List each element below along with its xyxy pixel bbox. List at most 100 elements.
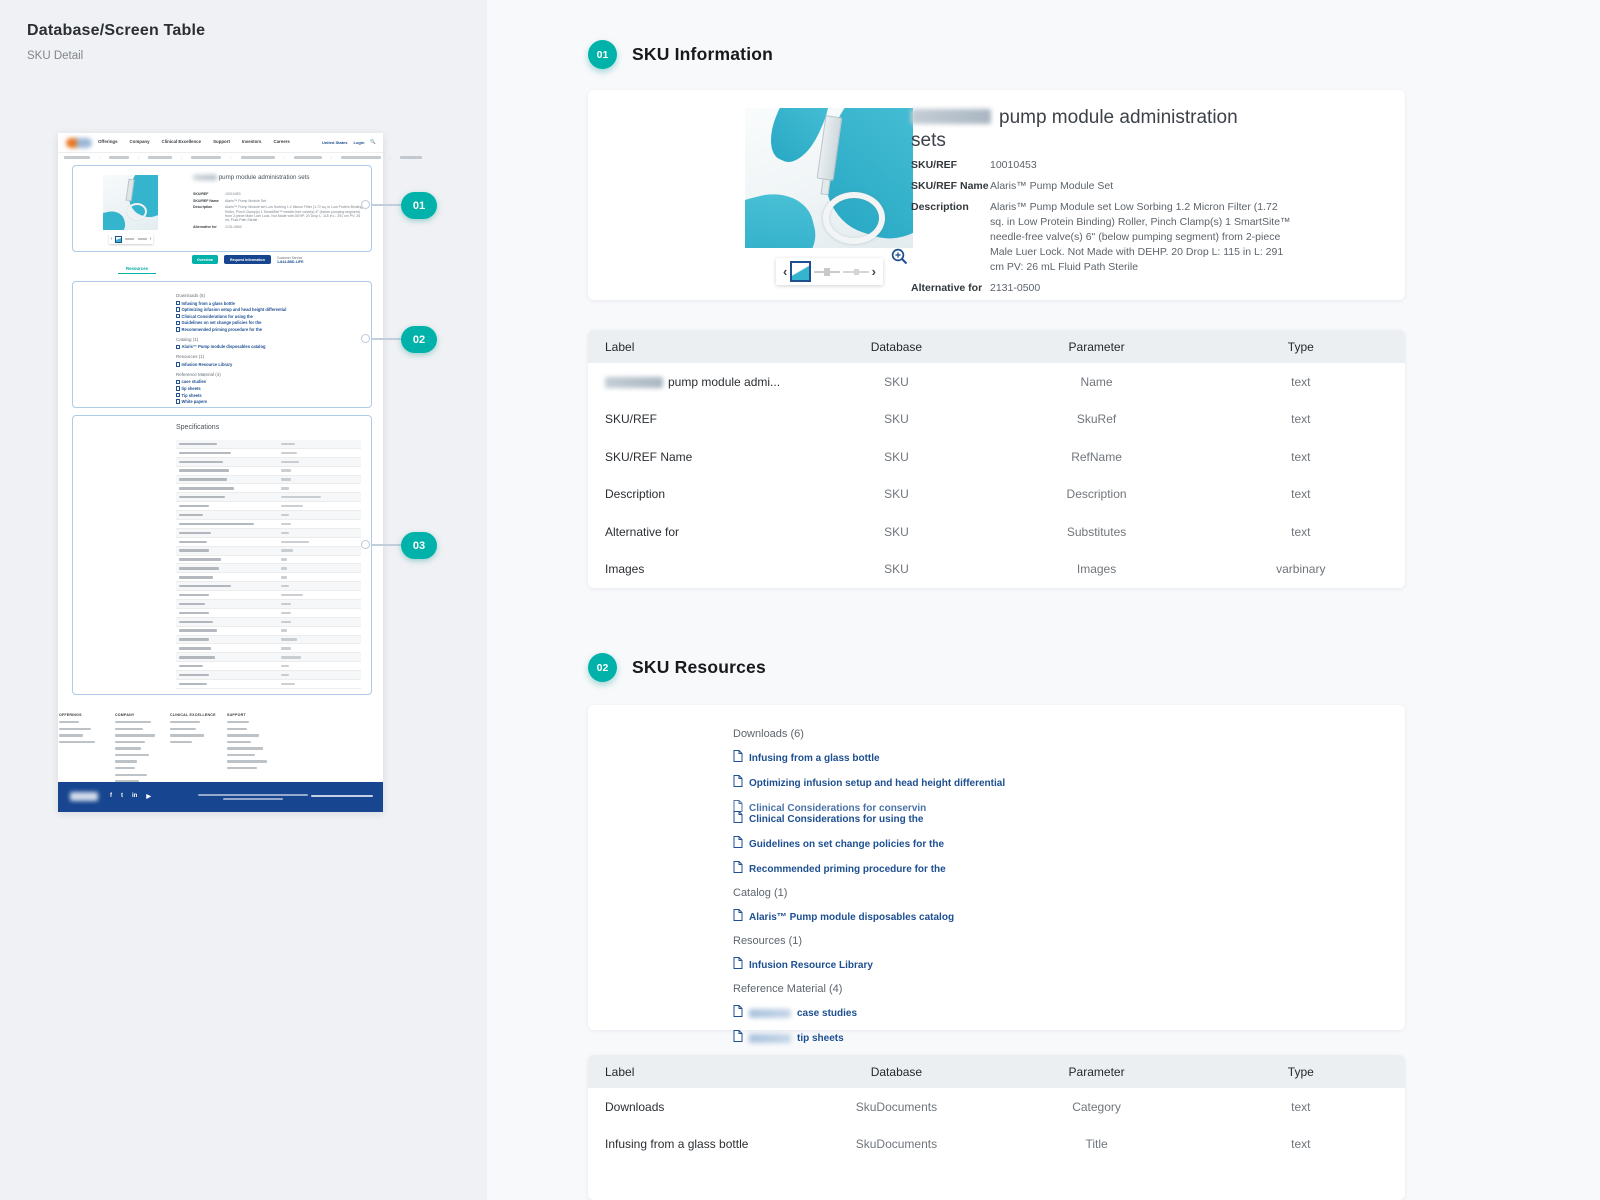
callout-connector-line	[372, 338, 401, 340]
cell-database: SkuDocuments	[855, 1099, 938, 1114]
resource-link-label: case studies	[797, 1007, 858, 1019]
sku-resources-table: Label Database Parameter Type Downloads SkuDo…	[588, 1055, 1405, 1200]
spec-value	[281, 593, 304, 597]
search-icon: 🔍	[370, 139, 376, 144]
mini-nav-item: Clinical Excellence	[161, 139, 202, 144]
resource-link[interactable]: case studies	[733, 1004, 1373, 1022]
mini-product-field: SKU/REF 10010453	[193, 192, 365, 196]
spec-name	[179, 602, 205, 606]
twitter-icon: t	[121, 793, 123, 799]
cell-parameter: SkuRef	[1076, 412, 1117, 427]
mini-spec-row	[176, 520, 361, 529]
resource-link-label: tip sheets	[797, 1032, 844, 1044]
youtube-icon: ▶	[146, 794, 151, 800]
spec-value	[281, 531, 290, 535]
mini-footer-links: OFFERINGS COMPANY CLINICAL EXCELLENCE SUPPO…	[58, 705, 383, 783]
resource-link[interactable]: Alaris™ Pump module disposables catalog	[733, 908, 1373, 926]
mini-section-specifications: Specifications	[72, 415, 372, 695]
document-icon	[176, 379, 180, 385]
callout-badge-02: 02	[401, 326, 437, 353]
cell-type: text	[1291, 487, 1311, 502]
mini-product-field: Alternative for 2131-0500	[193, 225, 365, 229]
document-icon	[176, 399, 180, 404]
spec-value	[281, 638, 298, 641]
field-value: 10010453	[990, 159, 1037, 171]
spec-value	[281, 522, 292, 526]
resource-link-label: Optimizing infusion setup and head heigh…	[749, 777, 1006, 789]
mini-product-field: Description Alaris™ Pump Module set Low S…	[193, 205, 365, 223]
resource-link[interactable]: tip sheets	[733, 1029, 1373, 1047]
resource-link-label: Guidelines on set change policies for th…	[749, 838, 945, 850]
mini-footer-link	[115, 721, 151, 724]
mini-spec-row	[176, 671, 361, 681]
document-icon	[733, 749, 743, 767]
mini-product-title: pump module administration sets	[193, 174, 363, 182]
mini-section-sku-resources: Downloads (6) Infusing from a glass bottl…	[72, 281, 372, 408]
spec-name	[179, 451, 231, 455]
spec-name	[179, 673, 209, 677]
mini-footer-link	[227, 767, 257, 770]
mini-footer-column: SUPPORT	[227, 713, 267, 774]
zoom-in-icon[interactable]	[891, 248, 908, 265]
document-icon	[733, 1004, 743, 1022]
carousel-thumbnail[interactable]	[842, 266, 869, 278]
table-row: Infusing from a glass bottle SkuDocuments…	[588, 1125, 1405, 1163]
sku-information-table: Label Database Parameter Type pump module ad…	[588, 330, 1405, 588]
document-icon	[733, 799, 743, 817]
cell-type: text	[1291, 374, 1311, 389]
resource-link[interactable]: Clinical Considerations for conservin	[733, 799, 1373, 817]
callout-connector-dot	[361, 334, 370, 343]
mini-footer-column: CLINICAL EXCELLENCE	[170, 713, 216, 747]
document-icon	[176, 392, 180, 398]
carousel-thumbnail-selected[interactable]	[790, 261, 812, 282]
resource-link[interactable]: Clinical Considerations for using the	[733, 810, 1373, 828]
spec-name	[179, 558, 221, 561]
field-value: 2131-0500	[225, 225, 242, 229]
mini-spec-row	[176, 653, 361, 663]
resource-link[interactable]: Optimizing infusion setup and head heigh…	[733, 774, 1373, 792]
mini-resource-group-heading: Reference Material (4)	[176, 371, 221, 377]
spec-name	[179, 620, 213, 623]
mini-footer-link	[227, 760, 267, 763]
document-icon	[176, 307, 180, 312]
resource-link[interactable]: Infusion Resource Library	[733, 956, 1373, 974]
cell-type: text	[1291, 1137, 1311, 1152]
spec-value	[281, 549, 294, 552]
cell-database: SkuDocuments	[855, 1137, 938, 1152]
resource-link[interactable]: Recommended priming procedure for the	[733, 860, 1373, 878]
mini-footer-heading: CLINICAL EXCELLENCE	[170, 713, 216, 717]
spec-value	[281, 611, 292, 615]
spec-name	[179, 540, 207, 543]
spec-name	[179, 513, 203, 517]
mini-spec-row	[176, 573, 361, 583]
spec-name	[179, 585, 231, 588]
mini-footer-column: COMPANY	[115, 713, 155, 787]
mini-product-field: SKU/REF Name Alaris™ Pump Module Set	[193, 199, 365, 203]
table-row: Alternative for SKU Substitutes text	[588, 513, 1405, 551]
cell-parameter: Category	[1072, 1099, 1121, 1114]
mini-spec-row	[176, 680, 361, 689]
cell-parameter: Substitutes	[1066, 524, 1127, 539]
document-icon	[176, 313, 180, 319]
page-title: Database/Screen Table	[27, 22, 206, 39]
resource-link-label: Infusion Resource Library	[749, 959, 873, 971]
spec-name	[179, 629, 217, 632]
spec-value	[281, 469, 292, 472]
column-header-database: Database	[870, 339, 923, 354]
redacted-text	[193, 174, 217, 180]
column-header-database: Database	[870, 1064, 923, 1079]
mini-footer-link	[115, 773, 147, 777]
spec-value	[281, 629, 288, 632]
resource-link[interactable]: Guidelines on set change policies for th…	[733, 835, 1373, 853]
screen-thumbnail[interactable]: Offerings Company Clinical Excellence Suppo…	[58, 133, 422, 812]
carousel-thumbnail[interactable]	[814, 266, 840, 278]
section-number-badge: 02	[588, 653, 617, 682]
mini-footer-link	[170, 721, 200, 724]
redacted-text	[605, 377, 663, 389]
mini-breadcrumb-segment	[293, 156, 322, 159]
carousel-next-icon[interactable]: ›	[871, 264, 876, 279]
resource-link[interactable]: Infusing from a glass bottle	[733, 749, 1373, 767]
cell-type: text	[1291, 1099, 1311, 1114]
redacted-text	[911, 108, 991, 124]
carousel-prev-icon[interactable]: ‹	[783, 264, 788, 279]
